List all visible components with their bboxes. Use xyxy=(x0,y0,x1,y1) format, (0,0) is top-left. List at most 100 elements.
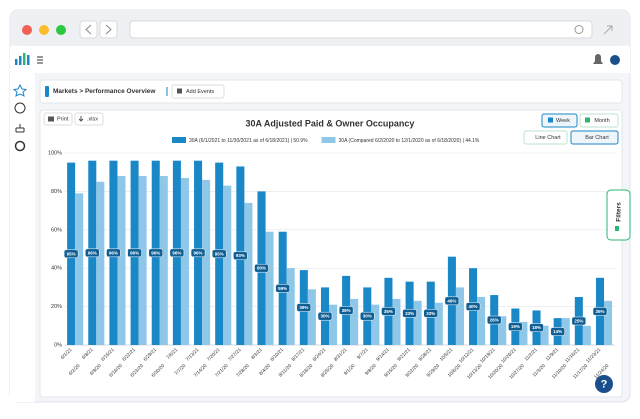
bar xyxy=(561,318,570,345)
logo xyxy=(15,53,30,65)
sidebar xyxy=(10,73,35,402)
value-label-bg xyxy=(169,248,185,258)
bar xyxy=(138,176,147,345)
week-button[interactable] xyxy=(541,113,578,128)
print-label: Print xyxy=(57,116,69,122)
breadcrumb[interactable]: Markets > Performance Overview xyxy=(53,88,156,95)
legend-label: 30A (Compared 6/2/2020 to 12/1/2020 as o… xyxy=(339,138,480,144)
value-label: 96% xyxy=(88,250,97,255)
value-label-bg xyxy=(127,248,142,258)
value-label: 35% xyxy=(384,309,393,314)
value-label: 33% xyxy=(426,311,435,316)
bar xyxy=(286,268,295,345)
legend-swatch xyxy=(321,137,336,143)
week-label: Week xyxy=(556,118,570,124)
value-label: 95% xyxy=(67,251,76,256)
add-events-button[interactable] xyxy=(171,84,225,99)
value-label-bg xyxy=(402,309,417,318)
bar xyxy=(307,289,316,345)
filters-icon xyxy=(615,226,619,231)
maximize-dot[interactable] xyxy=(56,25,66,35)
bar xyxy=(265,231,274,345)
bar xyxy=(159,176,168,345)
bar xyxy=(202,179,211,345)
value-label-bg xyxy=(592,307,608,316)
address-bar[interactable] xyxy=(129,20,593,39)
line-chart-label: Line Chart xyxy=(535,135,561,141)
settings-icon[interactable] xyxy=(14,140,26,152)
value-label: 30% xyxy=(320,314,329,319)
filters-label: Filters xyxy=(616,202,623,222)
y-tick-label: 0% xyxy=(54,342,62,348)
value-label: 40% xyxy=(469,304,478,309)
reload-icon[interactable] xyxy=(574,25,584,34)
line-chart-button[interactable] xyxy=(523,130,568,145)
forward-button[interactable] xyxy=(99,20,118,39)
menu-icon[interactable] xyxy=(37,56,43,64)
bar xyxy=(329,304,338,345)
user-icon[interactable] xyxy=(610,55,620,65)
print-icon xyxy=(48,116,54,122)
y-tick-label: 100% xyxy=(48,150,62,156)
bar xyxy=(180,177,189,345)
value-label-bg xyxy=(63,249,79,259)
value-label: 14% xyxy=(553,329,562,334)
value-label: 96% xyxy=(151,250,160,255)
bar xyxy=(371,304,380,345)
value-label-bg xyxy=(423,309,438,318)
back-button[interactable] xyxy=(79,20,98,39)
value-label-bg xyxy=(338,306,354,315)
bar xyxy=(498,316,507,345)
print-button[interactable] xyxy=(43,112,73,126)
export-button[interactable] xyxy=(74,112,104,126)
value-label-bg xyxy=(211,249,227,259)
value-label: 95% xyxy=(215,251,224,256)
value-label-bg xyxy=(233,251,248,260)
bar-chart-button[interactable] xyxy=(570,130,619,145)
filters-tab[interactable] xyxy=(606,189,631,241)
month-button[interactable] xyxy=(579,113,619,128)
value-label: 33% xyxy=(405,311,414,316)
chart-title: 30A Adjusted Paid & Owner Occupancy xyxy=(246,118,415,128)
back-icon xyxy=(85,24,92,35)
y-tick-label: 80% xyxy=(51,189,62,195)
value-label: 96% xyxy=(109,250,118,255)
value-label: 59% xyxy=(278,286,287,291)
value-label-bg xyxy=(85,248,100,258)
expand-icon[interactable] xyxy=(603,25,613,35)
download-icon xyxy=(78,116,84,122)
star-icon[interactable] xyxy=(12,83,28,97)
y-tick-label: 60% xyxy=(51,227,62,233)
value-label: 18% xyxy=(532,325,541,330)
bar xyxy=(604,300,613,345)
help-button[interactable] xyxy=(595,375,613,393)
value-label: 93% xyxy=(236,253,245,258)
y-tick-label: 40% xyxy=(51,266,62,272)
app-header xyxy=(10,46,630,73)
value-label-bg xyxy=(190,248,206,258)
value-label: 36% xyxy=(342,308,351,313)
bar xyxy=(434,302,443,345)
value-label: 19% xyxy=(511,324,520,329)
bar xyxy=(75,193,84,345)
bar xyxy=(223,185,232,345)
bar xyxy=(350,298,359,345)
value-label-bg xyxy=(550,327,565,336)
bar xyxy=(244,202,253,345)
bar xyxy=(392,298,401,345)
value-label-bg xyxy=(529,323,544,332)
globe-icon[interactable] xyxy=(14,102,26,114)
forward-icon xyxy=(105,24,112,35)
close-dot[interactable] xyxy=(22,25,32,35)
bell-icon[interactable] xyxy=(593,54,603,64)
value-label-bg xyxy=(508,322,523,332)
value-label: 96% xyxy=(194,250,203,255)
bar xyxy=(455,287,464,345)
value-label-bg xyxy=(381,307,396,316)
bar xyxy=(582,325,591,345)
value-label-bg xyxy=(465,302,481,311)
minimize-dot[interactable] xyxy=(39,25,49,35)
hierarchy-icon[interactable] xyxy=(15,124,25,133)
